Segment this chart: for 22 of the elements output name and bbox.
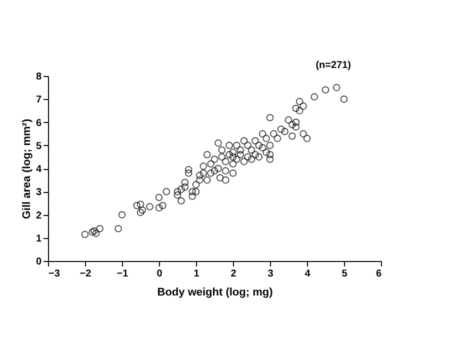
y-tick-label: 3 (36, 187, 42, 198)
x-tick-label: 5 (342, 268, 348, 280)
y-tick-label: 1 (36, 233, 42, 244)
x-tick-label: −2 (80, 268, 92, 280)
x-tick-label: 1 (194, 268, 200, 280)
y-tick-label: 5 (36, 140, 42, 152)
x-tick-label: 4 (304, 268, 311, 280)
x-tick-label: 3 (268, 268, 274, 280)
y-tick-label: 2 (36, 210, 42, 222)
x-tick-label: −1 (116, 268, 129, 280)
text: (n=271) (316, 60, 351, 71)
y-tick-label: 6 (36, 118, 42, 129)
y-tick-label: 4 (36, 164, 42, 175)
x-tick-label: 6 (376, 268, 382, 280)
y-tick-label: 8 (36, 72, 42, 82)
y-tick-label: 0 (36, 256, 42, 268)
y-axis-title: Gill area (log; mm²) (20, 118, 33, 220)
x-tick-label: −3 (48, 268, 60, 280)
x-tick-label: 2 (230, 268, 237, 280)
x-tick-label: 0 (156, 268, 163, 280)
x-axis-title: Body weight (log; mg) (157, 286, 274, 298)
y-tick-label: 7 (36, 94, 42, 106)
